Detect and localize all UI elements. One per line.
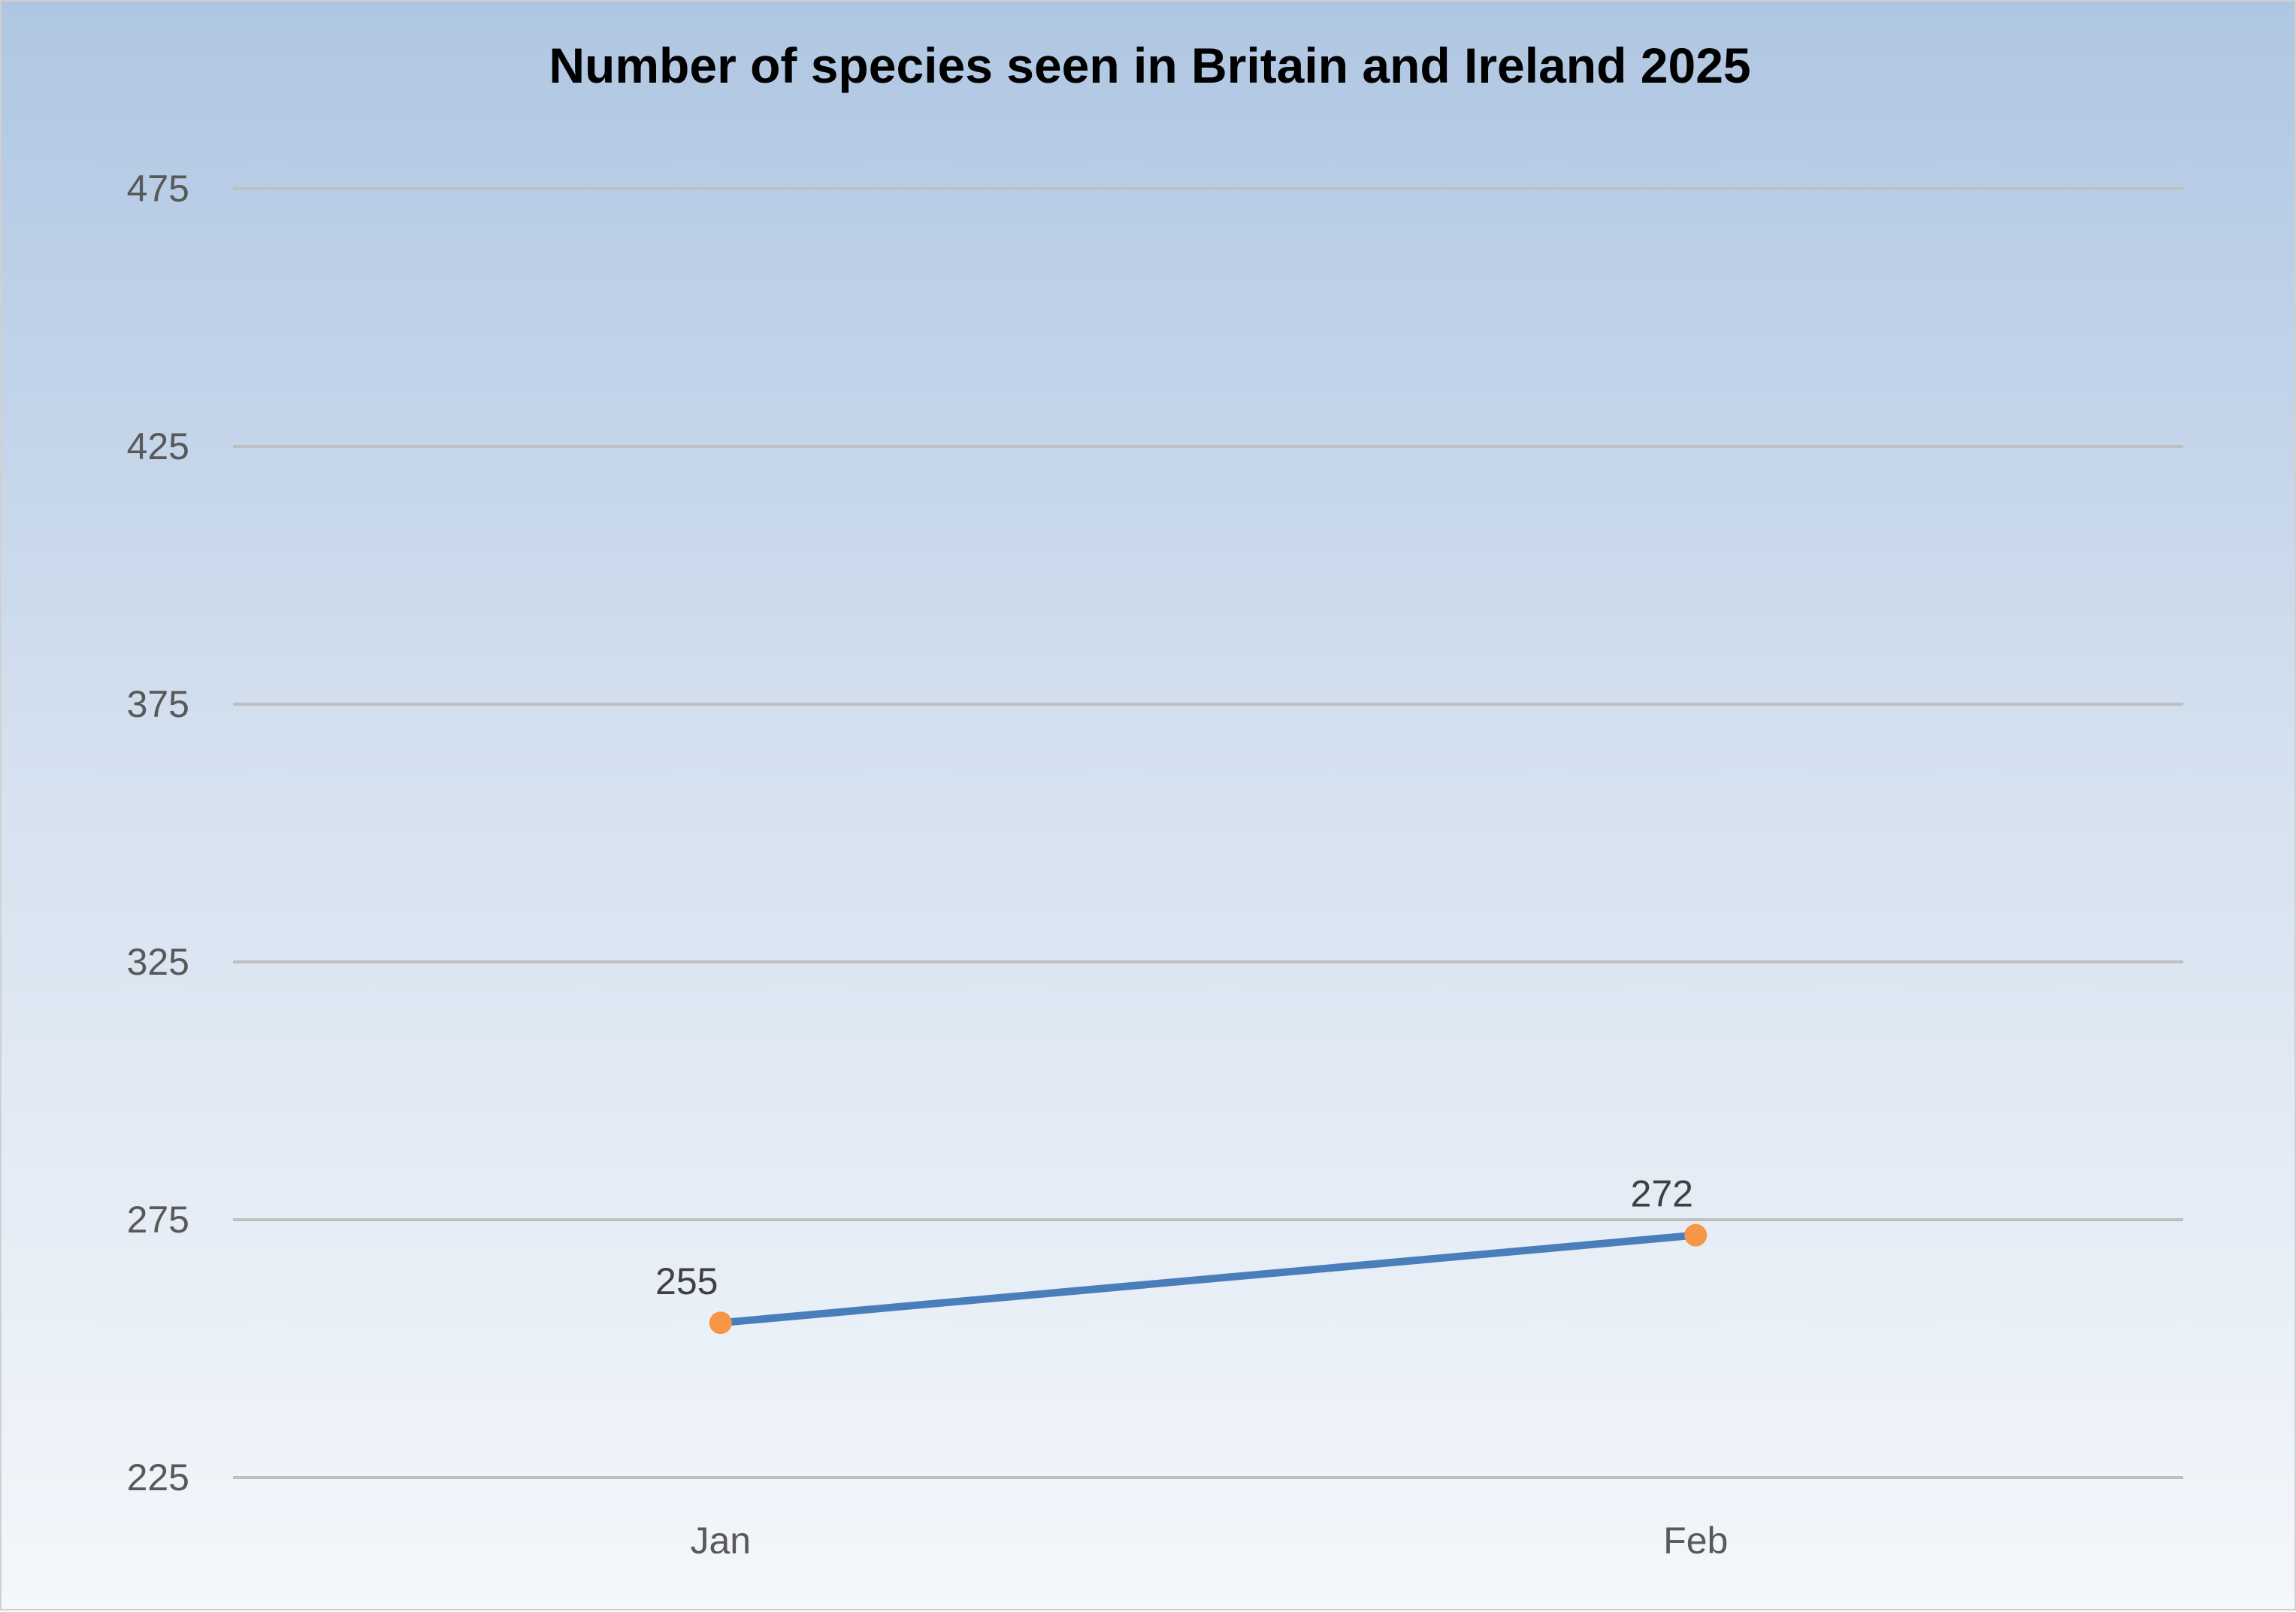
x-tick-label: Feb [1663,1520,1728,1562]
y-tick-label: 425 [127,425,189,467]
y-tick-label: 325 [127,941,189,983]
x-tick-label: Jan [690,1520,751,1562]
data-point [709,1311,732,1335]
y-tick-label: 225 [127,1456,189,1499]
data-point [1684,1223,1708,1247]
data-label: 255 [655,1260,718,1302]
series-line [716,1231,1700,1327]
y-tick-label: 375 [127,683,189,725]
y-tick-label: 475 [127,168,189,210]
chart-title: Number of species seen in Britain and Ir… [549,38,1750,93]
data-label: 272 [1631,1173,1693,1215]
y-tick-label: 275 [127,1199,189,1241]
